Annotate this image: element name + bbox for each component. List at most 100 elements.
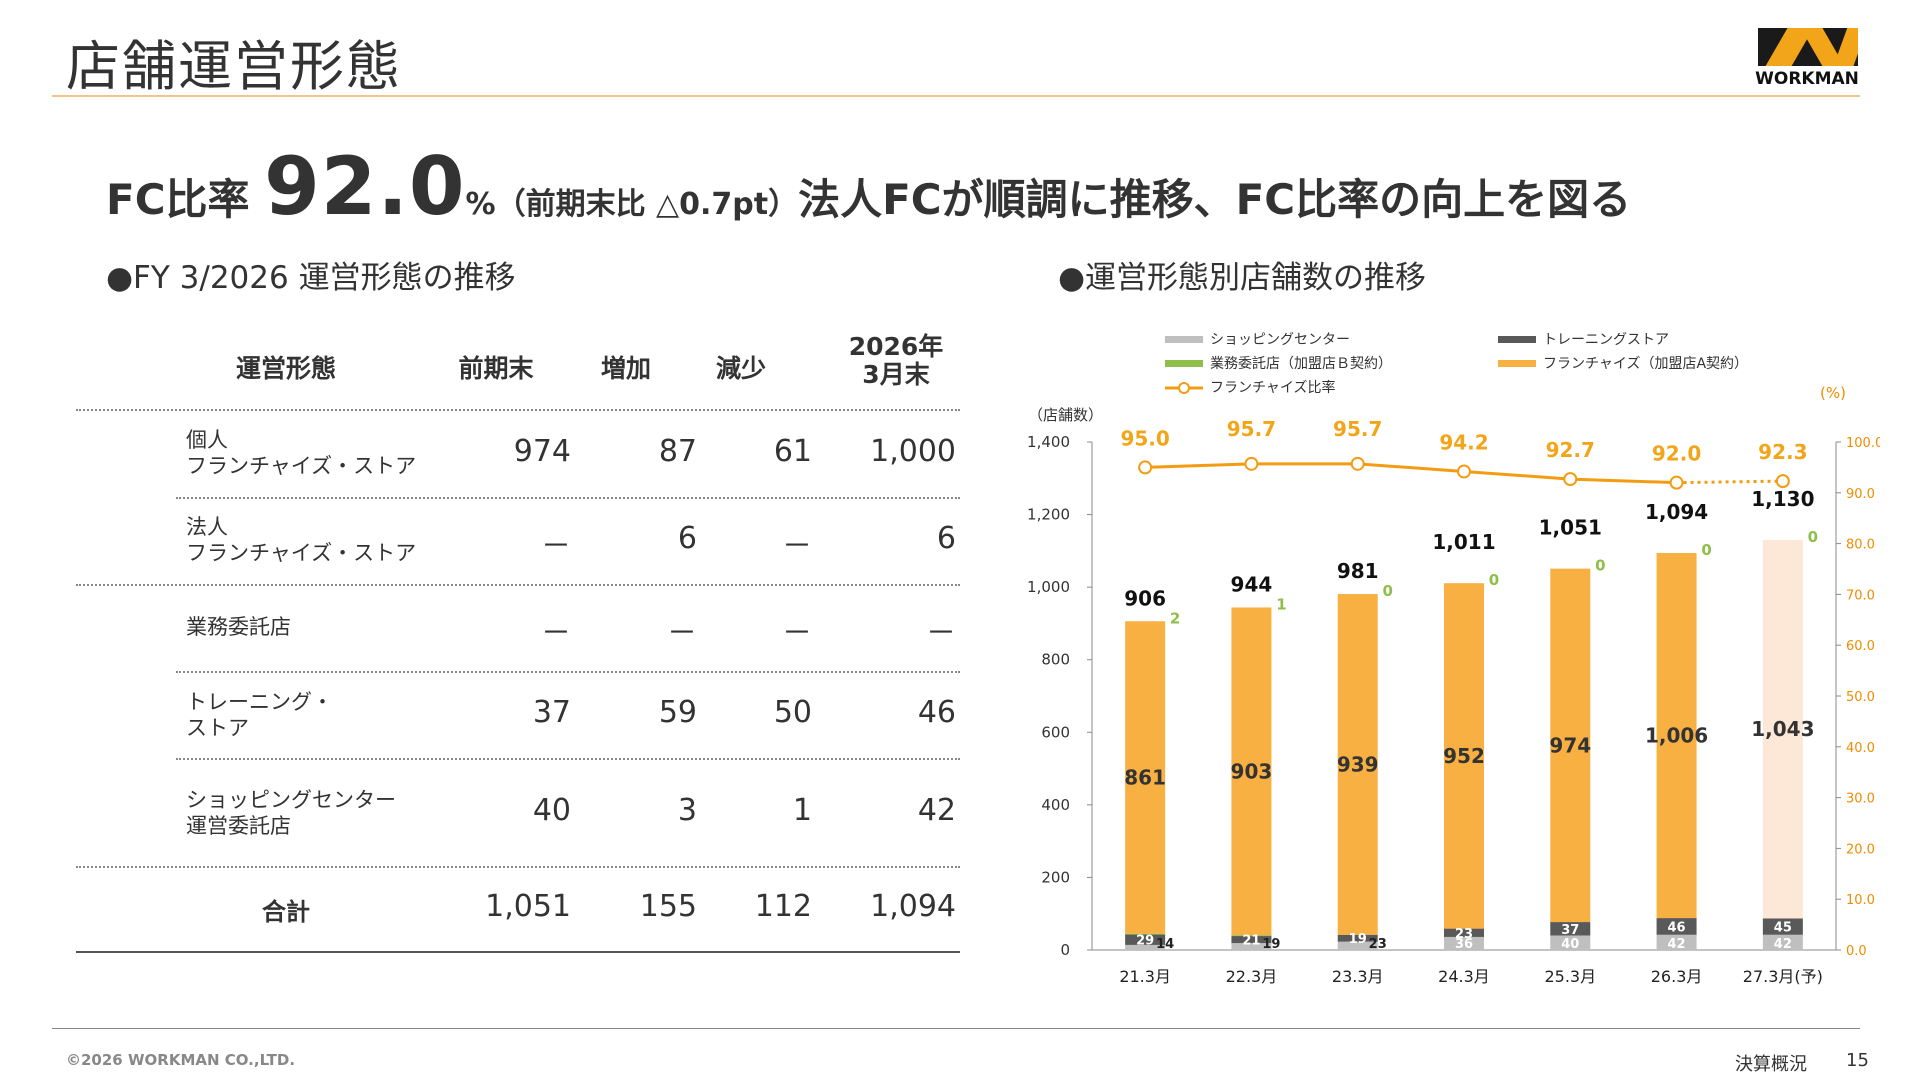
logo-mark-icon: [1758, 28, 1858, 66]
cell-dec: 50: [773, 695, 812, 730]
ratio-point: [1138, 460, 1153, 475]
bar-total-label: 1,094: [1645, 500, 1708, 524]
cell-prev: －: [541, 616, 571, 651]
row-label-training-store: トレーニング・ ストア: [186, 690, 333, 740]
cell-inc: 59: [658, 695, 697, 730]
chart-labels: 21.3月 22.3月 23.3月 24.3月 25.3月 26.3月 27.3月(予) 90…: [1119, 417, 1823, 986]
ratio-label: 95.7: [1227, 417, 1276, 441]
x-tick-label: 27.3月(予): [1743, 967, 1823, 986]
bar-training-label: 37: [1561, 923, 1579, 938]
headline-prefix: FC比率: [106, 175, 265, 224]
bar-training-label: 19: [1349, 932, 1367, 947]
ratio-point: [1457, 464, 1471, 479]
ratio-point: [1669, 475, 1684, 490]
operations-table: 運営形態 前期末 増加 減少 2026年 3月末 FC フランチャイズ・ ストア…: [76, 325, 960, 965]
bar-fc-label: 861: [1124, 765, 1166, 789]
cell-prev: －: [541, 529, 571, 564]
row-label-shopping-center: ショッピングセンター 運営委託店: [186, 788, 396, 838]
cell-prev: 974: [513, 434, 571, 469]
ratio-line-actual: [1145, 462, 1677, 485]
y2-tick-label: 70.0: [1846, 588, 1875, 603]
bar-total-label: 1,051: [1539, 516, 1602, 540]
bar-segment: [1125, 934, 1166, 945]
chart-legend: ショッピングセンター 業務委託店（加盟店Ｂ契約） フランチャイズ比率 トレーニン…: [1165, 332, 1748, 396]
bar-total-label: 906: [1124, 586, 1166, 610]
column-header-dec: 減少: [715, 354, 766, 383]
bar-fc-label: 974: [1549, 733, 1591, 757]
y-tick-label: 1,400: [1027, 433, 1070, 451]
total-dec: 112: [754, 889, 812, 924]
x-tick-label: 26.3月: [1651, 967, 1703, 986]
bar-outsourced-label: 1: [1276, 595, 1286, 613]
ratio-label: 94.2: [1439, 430, 1488, 454]
y2-tick-label: 20.0: [1846, 842, 1875, 857]
legend-label-shopping-center: ショッピングセンター: [1210, 332, 1350, 348]
bar-segment: [1656, 918, 1697, 935]
cell-end: 46: [917, 695, 956, 730]
y-tick-label: 1,000: [1027, 578, 1070, 596]
cell-inc: 87: [658, 434, 697, 469]
y-axis-label: （店舗数）: [1028, 406, 1103, 424]
cell-dec: －: [782, 529, 812, 564]
page-title: 店舗運営形態: [66, 35, 402, 98]
legend-label-training-store: トレーニングストア: [1543, 332, 1669, 348]
ratio-label: 95.0: [1120, 426, 1169, 450]
y2-tick-label: 80.0: [1846, 538, 1875, 553]
ratio-label: 92.3: [1758, 440, 1807, 464]
y2-tick-label: 30.0: [1846, 792, 1875, 807]
bar-fc-label: 939: [1337, 752, 1379, 776]
headline-percent: %: [465, 187, 496, 222]
category-fc-sublabel: フランチャイズ・ ストア: [88, 506, 161, 527]
category-fc-label: FC: [104, 469, 145, 502]
row-divider: [176, 671, 960, 673]
legend-swatch-training-store: [1498, 336, 1536, 343]
cell-end: －: [926, 616, 956, 651]
y-tick-label: 200: [1041, 868, 1070, 886]
cell-inc: 6: [677, 521, 697, 556]
bar-outsourced-label: 0: [1808, 528, 1818, 546]
bar-fc-label: 952: [1443, 744, 1485, 768]
bar-training-label: 21: [1242, 933, 1260, 948]
ratio-point: [1563, 472, 1578, 487]
bar-segment: [1762, 539, 1803, 919]
chart-bars: [1125, 539, 1803, 950]
footer-section-name: 決算概況: [1735, 1054, 1807, 1075]
ratio-label: 95.7: [1333, 417, 1382, 441]
x-tick-label: 22.3月: [1226, 967, 1278, 986]
legend-label-outsourced: 業務委託店（加盟店Ｂ契約）: [1210, 356, 1392, 372]
cell-inc: 3: [677, 793, 697, 828]
cell-dec: 1: [792, 793, 812, 828]
bar-total-label: 944: [1231, 572, 1273, 596]
store-count-chart: ショッピングセンター 業務委託店（加盟店Ｂ契約） フランチャイズ比率 トレーニン…: [1027, 332, 1880, 986]
bar-segment: [1125, 933, 1166, 935]
total-inc: 155: [639, 889, 697, 924]
footer-divider: [52, 1028, 1860, 1029]
row-divider: [176, 758, 960, 760]
bar-training-label: 46: [1668, 920, 1686, 935]
ratio-point: [1775, 474, 1790, 489]
bar-segment: [1337, 941, 1378, 950]
x-tick-label: 24.3月: [1438, 967, 1490, 986]
page-number: 15: [1846, 1050, 1869, 1071]
y-tick-label: 800: [1041, 651, 1070, 669]
column-header-type: 運営形態: [235, 354, 336, 383]
y2-tick-label: 50.0: [1846, 690, 1875, 705]
bar-shopping-center-label: 36: [1455, 937, 1473, 952]
total-divider: [76, 866, 960, 868]
y2-tick-label: 60.0: [1846, 639, 1875, 654]
column-header-inc: 増加: [600, 354, 651, 383]
copyright: ©2026 WORKMAN CO.,LTD.: [66, 1051, 296, 1069]
y2-tick-label: 0.0: [1846, 944, 1867, 959]
row-label-individual-fc: 個人 フランチャイズ・ストア: [186, 428, 417, 478]
bar-shopping-center-label: 42: [1774, 937, 1792, 952]
bar-outsourced-label: 2: [1170, 609, 1180, 627]
bar-segment: [1550, 568, 1591, 923]
total-prev: 1,051: [485, 889, 571, 924]
bar-segment: [1444, 928, 1484, 937]
workman-logo: WORKMAN: [1752, 28, 1862, 90]
legend-swatch-franchise: [1498, 360, 1536, 367]
chart-ratio-line: [1138, 456, 1790, 490]
bar-segment: [1550, 922, 1591, 936]
bar-segment: [1550, 935, 1591, 950]
bar-segment: [1337, 934, 1378, 942]
